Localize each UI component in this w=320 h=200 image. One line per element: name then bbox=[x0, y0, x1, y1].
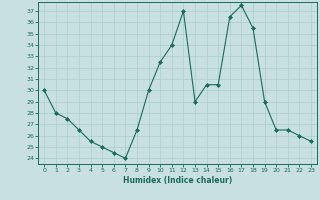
X-axis label: Humidex (Indice chaleur): Humidex (Indice chaleur) bbox=[123, 176, 232, 185]
